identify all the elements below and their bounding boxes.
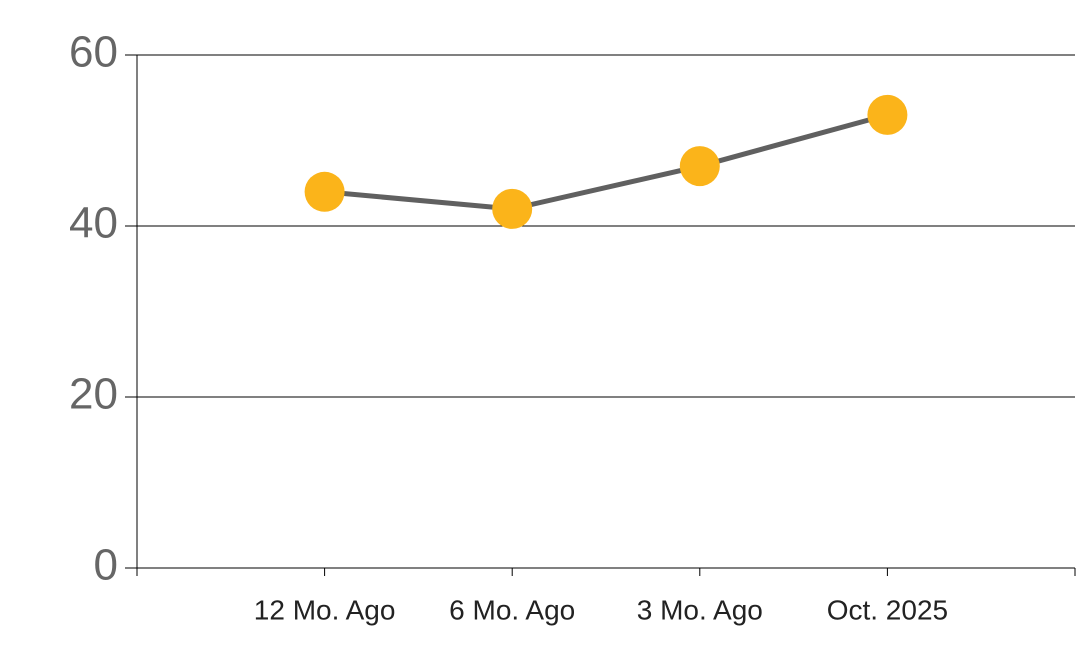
y-tick-label: 60 xyxy=(69,28,118,77)
x-tick-label: 3 Mo. Ago xyxy=(637,594,763,625)
marker xyxy=(492,188,533,229)
line xyxy=(324,112,889,212)
marker xyxy=(304,171,345,212)
marker xyxy=(867,94,908,135)
y-tick-label: 20 xyxy=(69,370,118,419)
y-tick-label: 0 xyxy=(94,541,118,590)
x-tick-label: 6 Mo. Ago xyxy=(449,594,575,625)
x-tick-label: 12 Mo. Ago xyxy=(254,594,396,625)
y-tick-label: 40 xyxy=(69,199,118,248)
x-tick-label: Oct. 2025 xyxy=(827,594,948,625)
marker xyxy=(679,146,720,187)
